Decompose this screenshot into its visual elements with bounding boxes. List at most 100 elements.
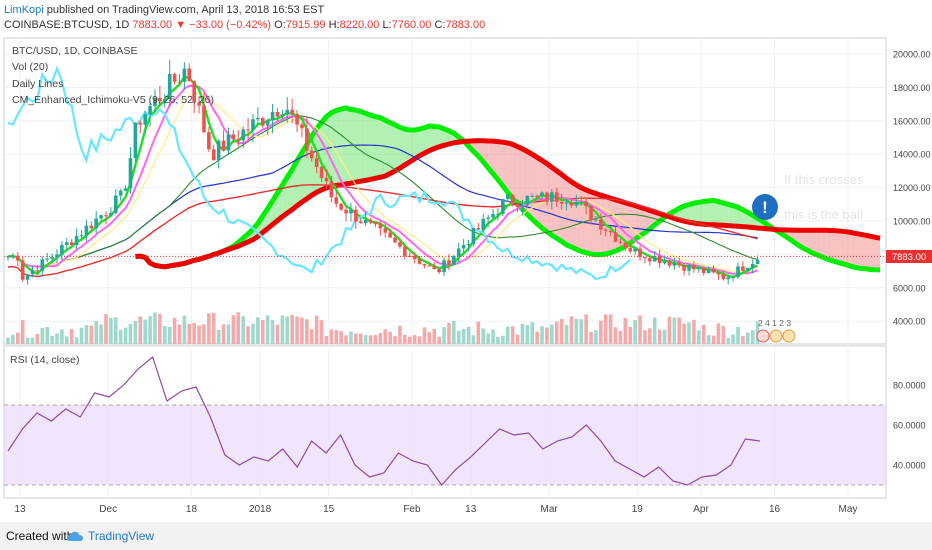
cloud-segment: [865, 235, 871, 270]
cloud-segment: [434, 126, 440, 149]
candle-body: [432, 266, 437, 270]
price-tick-label: 20000.00: [893, 50, 931, 60]
candle-body: [407, 255, 412, 257]
volume-bar: [589, 331, 593, 344]
cloud-segment: [576, 184, 582, 252]
candle-body: [300, 124, 304, 129]
candle-body: [290, 109, 294, 114]
volume-bar: [393, 336, 397, 344]
volume-bar: [501, 335, 505, 344]
cloud-segment: [693, 202, 699, 224]
candle-body: [177, 81, 182, 83]
volume-bar: [442, 327, 446, 344]
candle-body: [197, 102, 201, 106]
chikou-line: [7, 65, 631, 281]
volume-bar: [564, 324, 569, 344]
cloud-segment: [831, 230, 836, 262]
volume-bar: [378, 333, 383, 344]
candle-body: [437, 269, 441, 273]
volume-bar: [746, 332, 750, 344]
cloud-segment: [350, 109, 356, 184]
candle-body: [530, 195, 535, 197]
legend-daily-lines[interactable]: Daily Lines: [12, 78, 64, 90]
candle-body: [162, 98, 167, 102]
candle-body: [501, 198, 505, 214]
footer: Created with TradingView: [0, 522, 932, 550]
volume-bar: [256, 317, 260, 344]
legend-main[interactable]: BTC/USD, 1D, COINBASE: [12, 45, 138, 57]
candle-body: [60, 244, 64, 255]
candle-body: [216, 140, 221, 161]
volume-bar: [461, 328, 466, 344]
volume-bar: [373, 334, 378, 344]
cloud-segment: [380, 117, 386, 178]
volume-bar: [520, 323, 525, 344]
volume-bar: [496, 336, 500, 344]
candle-body: [153, 97, 157, 107]
cloud-segment: [375, 116, 381, 179]
volume-bar: [35, 333, 40, 344]
chart-canvas[interactable]: 4000.006000.008000.0010000.0012000.00140…: [0, 0, 932, 522]
cloud-segment: [733, 205, 739, 227]
volume-bar: [94, 320, 98, 344]
price-pane[interactable]: [3, 37, 887, 345]
candle-body: [628, 248, 633, 252]
x-tick-label: 19: [632, 504, 644, 515]
candle-body: [550, 192, 554, 202]
candle-body: [354, 209, 358, 222]
volume-bar: [182, 315, 187, 344]
volume-bar: [525, 325, 530, 344]
candle-body: [45, 258, 49, 260]
cloud-segment: [684, 204, 690, 223]
volume-bar: [574, 318, 579, 344]
cloud-segment: [870, 236, 876, 270]
candle-body: [329, 181, 334, 198]
high-label: H:: [328, 19, 340, 31]
volume-bar: [207, 313, 211, 344]
candle-body: [393, 237, 397, 243]
candle-body: [481, 218, 486, 230]
candle-body: [569, 202, 574, 206]
volume-bar: [334, 330, 339, 344]
volume-bar: [358, 333, 363, 344]
candle-body: [383, 228, 388, 233]
rsi-title[interactable]: RSI (14, close): [10, 354, 80, 366]
cloud-segment: [409, 129, 415, 162]
cloud-segment: [801, 230, 807, 250]
candle-body: [716, 272, 721, 275]
candle-body: [202, 105, 206, 133]
cloud-segment: [561, 174, 567, 245]
author-link[interactable]: LimKopi: [4, 4, 44, 16]
volume-bar: [726, 337, 731, 344]
cloud-segment: [708, 200, 714, 225]
candle-body: [344, 209, 348, 214]
candle-body: [246, 129, 250, 131]
event-flags[interactable]: 2 4 1 2 3: [756, 318, 796, 343]
legend-ichimoku[interactable]: CM_Enhanced_Ichimoku-V5 (9, 26, 52, 26): [12, 94, 214, 106]
volume-bar: [300, 317, 304, 344]
candle-body: [417, 259, 422, 264]
publish-text: published on TradingView.com, April 13, …: [43, 4, 325, 16]
volume-bar: [138, 316, 143, 344]
cloud-segment: [875, 237, 881, 270]
info-marker[interactable]: [752, 194, 778, 220]
cloud-segment: [840, 231, 846, 265]
candle-body: [466, 244, 471, 246]
cloud-segment: [365, 113, 371, 181]
candle-body: [412, 256, 417, 260]
volume-bar: [270, 319, 275, 344]
cloud-segment: [850, 232, 856, 268]
volume-bar: [677, 317, 682, 344]
volume-bar: [491, 329, 495, 344]
candle-body: [221, 140, 226, 151]
price-tick-label: 18000.00: [893, 83, 931, 93]
volume-bar: [265, 315, 270, 344]
candle-body: [64, 242, 69, 245]
volume-bar: [226, 324, 231, 344]
candle-body: [55, 254, 59, 257]
legend-vol[interactable]: Vol (20): [12, 61, 49, 73]
tradingview-brand[interactable]: TradingView: [88, 529, 155, 543]
candle-body: [643, 257, 647, 259]
candle-body: [520, 204, 525, 208]
candle-body: [599, 219, 603, 230]
